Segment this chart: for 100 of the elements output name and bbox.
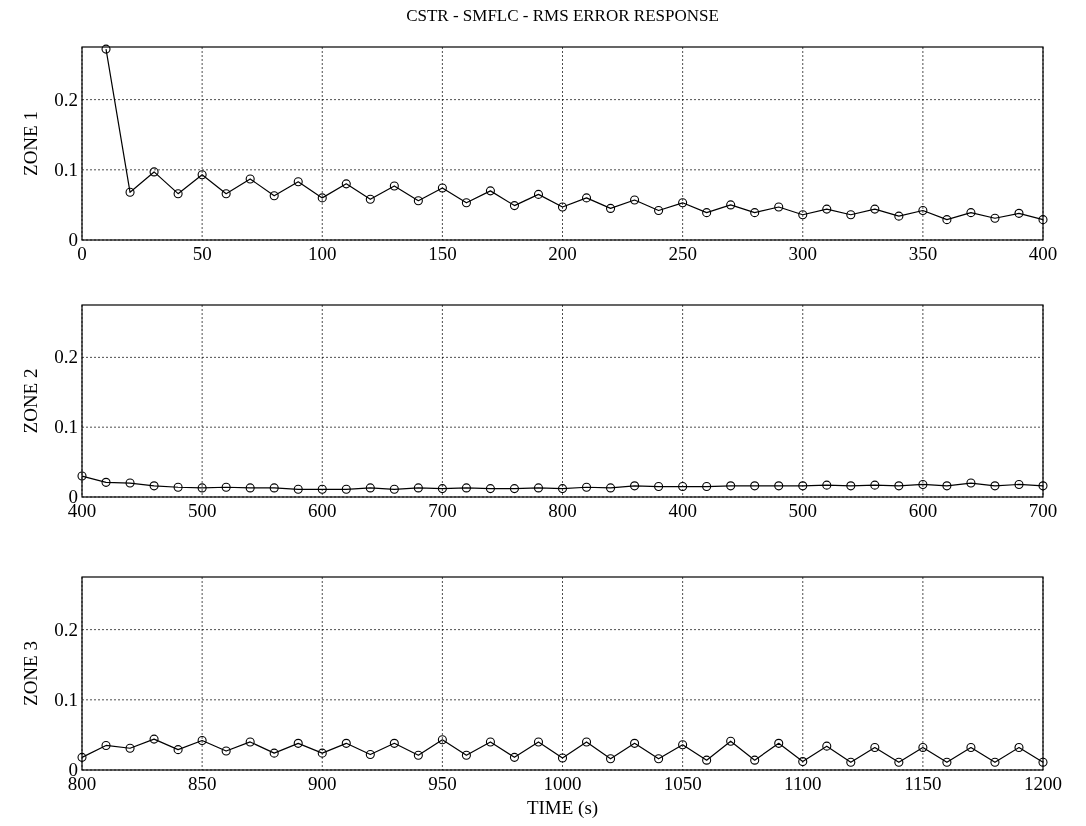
point: [269, 483, 279, 493]
point: [197, 170, 207, 180]
x-tick-label: 250: [668, 243, 697, 264]
point: [413, 483, 423, 493]
point: [365, 750, 375, 760]
point: [822, 741, 832, 751]
point: [822, 480, 832, 490]
y-tick-label: 0.2: [54, 88, 78, 110]
point: [461, 198, 471, 208]
x-axis-title: TIME (s): [526, 797, 599, 819]
point: [197, 483, 207, 493]
point: [918, 205, 928, 216]
point: [726, 481, 736, 491]
y-axis-title: ZONE 1: [20, 111, 41, 176]
point: [101, 44, 111, 54]
point: [942, 215, 952, 225]
point: [654, 754, 664, 764]
point: [750, 481, 760, 491]
point: [461, 483, 471, 493]
point: [870, 742, 880, 753]
point: [966, 478, 976, 488]
point: [630, 481, 640, 491]
point: [509, 201, 519, 211]
point: [846, 757, 856, 767]
point: [557, 202, 568, 212]
x-tick-label: 400: [668, 500, 697, 521]
point: [437, 735, 447, 745]
x-tick-label: 1150: [904, 773, 942, 794]
point: [1038, 215, 1048, 225]
point: [221, 746, 231, 756]
point: [557, 484, 568, 494]
point: [702, 208, 712, 218]
point: [702, 755, 712, 765]
point: [1014, 208, 1024, 218]
x-tick-label: 400: [1028, 243, 1058, 264]
x-tick-label: 350: [908, 243, 938, 264]
point: [702, 481, 712, 492]
point: [678, 740, 688, 750]
point: [485, 737, 495, 747]
y-tick-label: 0: [68, 229, 78, 250]
y-axis-title: ZONE 2: [20, 368, 41, 434]
point: [221, 482, 231, 492]
point: [750, 755, 760, 765]
y-tick-label: 0.1: [54, 158, 78, 180]
point: [774, 202, 784, 212]
point: [341, 179, 351, 189]
point: [173, 189, 183, 199]
point: [678, 481, 688, 492]
point: [101, 477, 111, 487]
x-tick-label: 100: [308, 243, 337, 264]
point: [125, 478, 135, 488]
point: [918, 742, 928, 753]
point: [678, 198, 688, 208]
point: [1038, 481, 1048, 491]
point: [606, 203, 616, 213]
point: [581, 737, 592, 747]
point: [798, 757, 808, 767]
point: [125, 743, 135, 753]
y-axis-title: ZONE 3: [20, 641, 41, 706]
point: [630, 738, 640, 748]
point: [990, 757, 1000, 767]
point: [1014, 742, 1024, 753]
x-tick-label: 850: [187, 773, 217, 794]
y-tick-label: 0.2: [54, 618, 78, 640]
x-tick-label: 500: [788, 500, 817, 521]
x-tick-label: 700: [428, 500, 457, 521]
point: [101, 740, 111, 750]
x-tick-label: 300: [788, 243, 817, 264]
point: [413, 196, 423, 206]
x-tick-label: 1050: [663, 773, 702, 794]
point: [461, 750, 471, 760]
x-tick-label: 600: [308, 500, 337, 521]
point: [173, 745, 183, 755]
y-tick-label: 0.2: [54, 346, 78, 368]
point: [269, 748, 279, 758]
point: [870, 480, 880, 490]
point: [365, 194, 375, 204]
point: [726, 736, 736, 746]
point: [509, 484, 519, 494]
point: [1038, 757, 1048, 767]
point: [798, 210, 808, 220]
point: [822, 204, 832, 214]
point: [293, 177, 303, 187]
point: [509, 752, 519, 762]
y-tick-label: 0.1: [54, 688, 78, 710]
x-tick-label: 900: [308, 773, 337, 794]
point: [1014, 479, 1024, 489]
point: [870, 204, 880, 214]
point: [365, 483, 375, 493]
point: [389, 181, 399, 191]
point: [389, 738, 399, 748]
y-tick-label: 0.1: [54, 416, 78, 438]
x-tick-label: 1100: [784, 773, 822, 794]
point: [581, 482, 592, 492]
x-tick-label: 200: [548, 243, 577, 264]
point: [774, 481, 784, 491]
point: [245, 483, 255, 493]
point: [389, 484, 399, 494]
x-tick-label: 700: [1028, 500, 1058, 521]
point: [846, 481, 856, 491]
